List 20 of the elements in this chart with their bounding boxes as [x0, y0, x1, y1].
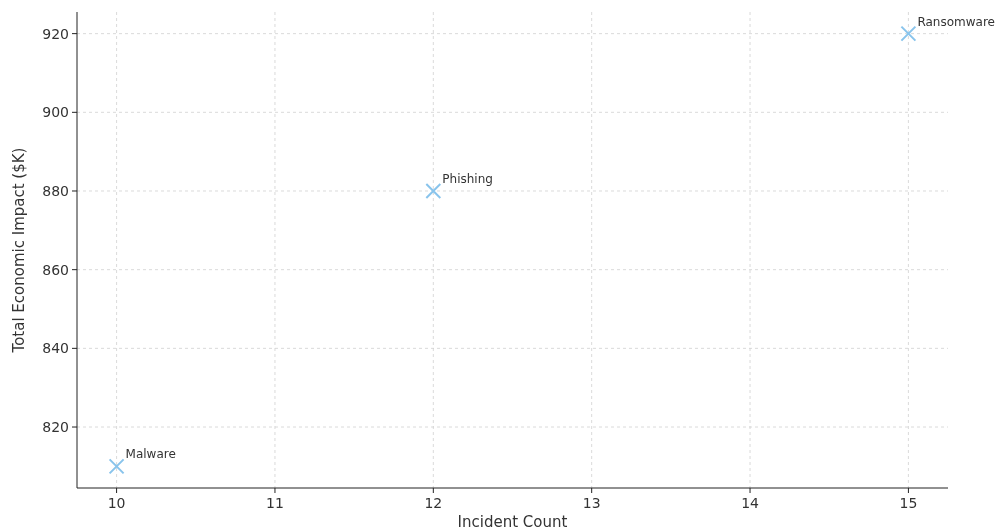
- annotation: Phishing: [442, 171, 493, 186]
- y-tick-label: 900: [42, 104, 69, 121]
- y-axis-title: Total Economic Impact ($K): [10, 147, 28, 354]
- x-tick-label: 13: [582, 495, 601, 511]
- y-tick-label: 860: [42, 261, 69, 278]
- x-tick-label: 15: [899, 495, 918, 511]
- annotation: Malware: [125, 447, 176, 462]
- point: [108, 458, 125, 475]
- point: [425, 182, 442, 199]
- y-tick-label: 820: [42, 418, 69, 435]
- x-axis-title: Incident Count: [457, 513, 568, 531]
- x-tick-label: 12: [424, 495, 443, 511]
- x-tick-label: 10: [107, 495, 126, 511]
- y-tick-label: 920: [42, 25, 69, 42]
- annotation: Ransomware: [917, 14, 995, 29]
- x-tick-label: 11: [266, 495, 284, 511]
- y-tick-label: 840: [42, 340, 69, 357]
- x-tick-label: 14: [741, 495, 760, 511]
- y-tick-label: 880: [42, 182, 69, 199]
- point: [900, 25, 917, 42]
